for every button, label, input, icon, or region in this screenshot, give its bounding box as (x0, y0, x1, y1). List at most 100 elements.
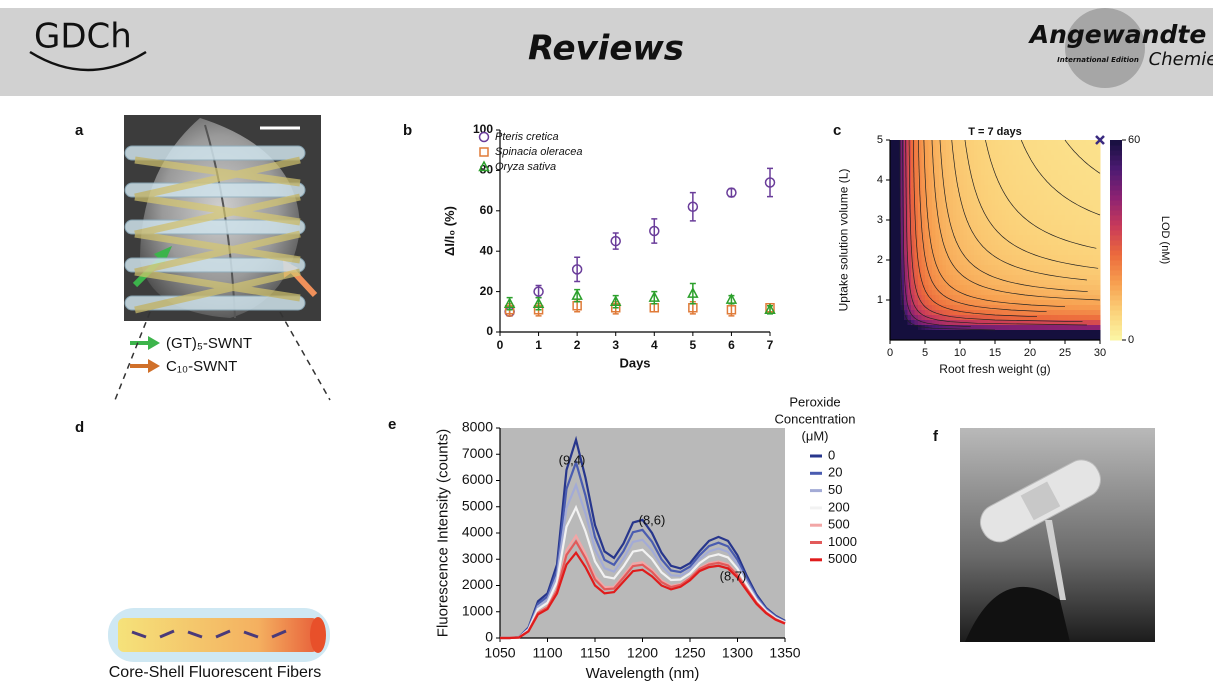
heatmap-cell (1013, 200, 1017, 206)
x-tick-label: 0 (497, 338, 504, 352)
heatmap-cell (1097, 205, 1101, 211)
x-tick-label: 15 (989, 347, 1001, 359)
heatmap-cell (974, 320, 978, 326)
heatmap-cell (967, 180, 971, 186)
heatmap-cell (946, 290, 950, 296)
heatmap-cell (1013, 235, 1017, 241)
heatmap-cell (925, 155, 929, 161)
heatmap-cell (918, 230, 922, 236)
heatmap-cell (950, 290, 954, 296)
heatmap-cell (911, 285, 915, 291)
y-axis-label: Uptake solution volume (L) (837, 169, 851, 312)
heatmap-cell (894, 160, 898, 166)
heatmap-cell (964, 270, 968, 276)
heatmap-cell (1097, 255, 1101, 261)
heatmap-cell (1058, 240, 1062, 246)
heatmap-cell (1044, 185, 1048, 191)
heatmap-cell (1023, 195, 1027, 201)
heatmap-cell (918, 245, 922, 251)
heatmap-cell (974, 160, 978, 166)
heatmap-cell (988, 260, 992, 266)
heatmap-cell (1030, 150, 1034, 156)
heatmap-cell (929, 220, 933, 226)
colorbar-cell (1110, 285, 1122, 291)
heatmap-cell (1076, 315, 1080, 321)
heatmap-cell (950, 180, 954, 186)
heatmap-cell (1065, 245, 1069, 251)
heatmap-cell (894, 310, 898, 316)
heatmap-cell (957, 225, 961, 231)
heatmap-cell (978, 275, 982, 281)
heatmap-cell (1023, 245, 1027, 251)
heatmap-cell (1030, 225, 1034, 231)
heatmap-cell (1013, 260, 1017, 266)
heatmap-cell (894, 270, 898, 276)
heatmap-cell (992, 280, 996, 286)
heatmap-cell (988, 225, 992, 231)
heatmap-cell (1090, 305, 1094, 311)
heatmap-cell (971, 245, 975, 251)
heatmap-cell (957, 165, 961, 171)
heatmap-cell (995, 200, 999, 206)
y-axis-label: Fluorescence Intensity (counts) (435, 429, 452, 637)
heatmap-cell (1013, 290, 1017, 296)
heatmap-cell (1090, 310, 1094, 316)
heatmap-cell (943, 265, 947, 271)
heatmap-cell (1076, 325, 1080, 331)
heatmap-cell (985, 275, 989, 281)
heatmap-cell (932, 290, 936, 296)
heatmap-cell (894, 290, 898, 296)
heatmap-cell (1048, 145, 1052, 151)
heatmap-cell (1065, 295, 1069, 301)
heatmap-cell (999, 300, 1003, 306)
heatmap-cell (999, 250, 1003, 256)
heatmap-cell (1051, 175, 1055, 181)
heatmap-cell (1006, 285, 1010, 291)
heatmap-cell (1030, 170, 1034, 176)
heatmap-cell (1079, 160, 1083, 166)
heatmap-cell (992, 330, 996, 336)
heatmap-cell (1058, 265, 1062, 271)
heatmap-cell (1002, 140, 1006, 146)
heatmap-cell (1093, 150, 1097, 156)
y-axis-label: ΔI/I₀ (%) (442, 206, 457, 256)
heatmap-cell (988, 145, 992, 151)
heatmap-cell (922, 305, 926, 311)
heatmap-cell (1048, 275, 1052, 281)
heatmap-cell (918, 235, 922, 241)
heatmap-cell (911, 155, 915, 161)
heatmap-cell (1086, 185, 1090, 191)
heatmap-cell (936, 330, 940, 336)
y-tick-label: 100 (473, 122, 493, 136)
heatmap-cell (1041, 155, 1045, 161)
heatmap-cell (1058, 155, 1062, 161)
heatmap-cell (974, 245, 978, 251)
heatmap-cell (904, 325, 908, 331)
heatmap-cell (901, 325, 905, 331)
heatmap-cell (1006, 160, 1010, 166)
heatmap-cell (929, 150, 933, 156)
heatmap-cell (1013, 255, 1017, 261)
heatmap-cell (1006, 140, 1010, 146)
heatmap-cell (1030, 180, 1034, 186)
heatmap-cell (1090, 235, 1094, 241)
heatmap-cell (1083, 315, 1087, 321)
heatmap-cell (1037, 160, 1041, 166)
panel-label: a (75, 122, 84, 139)
colorbar-cell (1110, 185, 1122, 191)
heatmap-cell (1055, 165, 1059, 171)
heatmap-cell (1093, 270, 1097, 276)
heatmap-cell (1002, 205, 1006, 211)
heatmap-cell (939, 180, 943, 186)
heatmap-cell (932, 210, 936, 216)
heatmap-cell (925, 240, 929, 246)
heatmap-cell (915, 160, 919, 166)
heatmap-cell (985, 195, 989, 201)
heatmap-cell (1079, 215, 1083, 221)
heatmap-cell (1048, 200, 1052, 206)
heatmap-cell (1090, 175, 1094, 181)
heatmap-cell (974, 205, 978, 211)
heatmap-cell (1065, 330, 1069, 336)
heatmap-cell (999, 165, 1003, 171)
heatmap-cell (1079, 315, 1083, 321)
